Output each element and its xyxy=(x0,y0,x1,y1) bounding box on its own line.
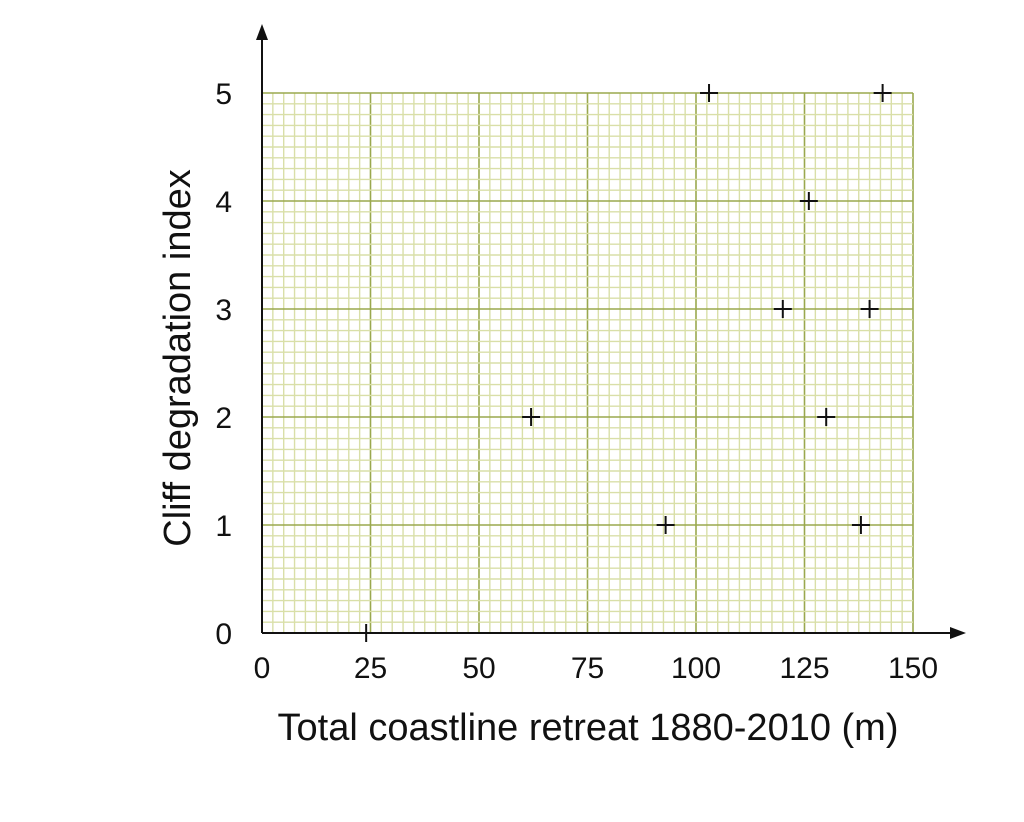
y-axis-arrow xyxy=(256,24,268,40)
y-tick-label: 1 xyxy=(215,510,232,543)
x-tick-label: 150 xyxy=(888,652,938,685)
data-point xyxy=(357,624,376,642)
data-point xyxy=(817,408,836,426)
y-tick-label: 5 xyxy=(215,78,232,111)
x-tick-label: 25 xyxy=(354,652,387,685)
grid xyxy=(261,92,914,634)
data-points xyxy=(357,84,892,642)
data-point xyxy=(700,84,719,102)
data-point xyxy=(799,192,818,210)
x-tick-label: 125 xyxy=(779,652,829,685)
y-tick-label: 4 xyxy=(215,186,232,219)
y-tick-label: 2 xyxy=(215,402,232,435)
data-point xyxy=(522,408,541,426)
y-tick-label: 0 xyxy=(215,618,232,651)
data-point xyxy=(860,300,879,318)
x-tick-label: 50 xyxy=(462,652,495,685)
data-point xyxy=(851,516,870,534)
axes xyxy=(256,24,966,639)
x-tick-label: 75 xyxy=(571,652,604,685)
x-axis-arrow xyxy=(950,627,966,639)
x-axis-title: Total coastline retreat 1880-2010 (m) xyxy=(278,707,899,749)
y-axis-title: Cliff degradation index xyxy=(157,169,199,546)
x-tick-label: 100 xyxy=(671,652,721,685)
data-point xyxy=(873,84,892,102)
x-tick-label: 0 xyxy=(254,652,271,685)
data-point xyxy=(656,516,675,534)
tick-labels: 0 25 50 75 100 125 150 0 1 2 3 4 5 xyxy=(215,78,938,685)
y-tick-label: 3 xyxy=(215,294,232,327)
data-point xyxy=(773,300,792,318)
